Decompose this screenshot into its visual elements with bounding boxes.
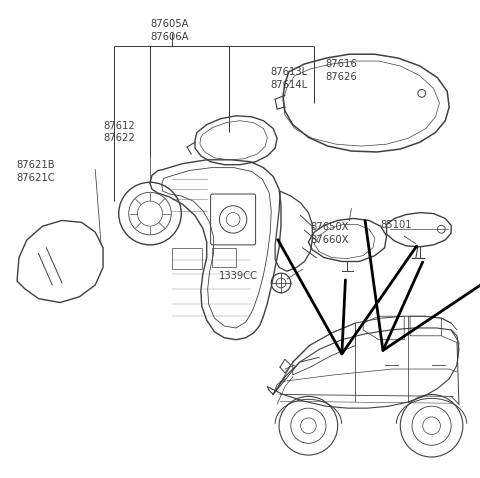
Text: 87612
87622: 87612 87622 (103, 121, 135, 143)
Text: 87621B
87621C: 87621B 87621C (16, 160, 55, 183)
Text: 87616
87626: 87616 87626 (325, 59, 357, 82)
Text: 1339CC: 1339CC (218, 271, 257, 281)
Text: 87613L
87614L: 87613L 87614L (270, 67, 307, 90)
Text: 87605A
87606A: 87605A 87606A (150, 19, 189, 42)
Text: 85101: 85101 (381, 220, 412, 230)
Text: 87650X
87660X: 87650X 87660X (311, 222, 349, 245)
